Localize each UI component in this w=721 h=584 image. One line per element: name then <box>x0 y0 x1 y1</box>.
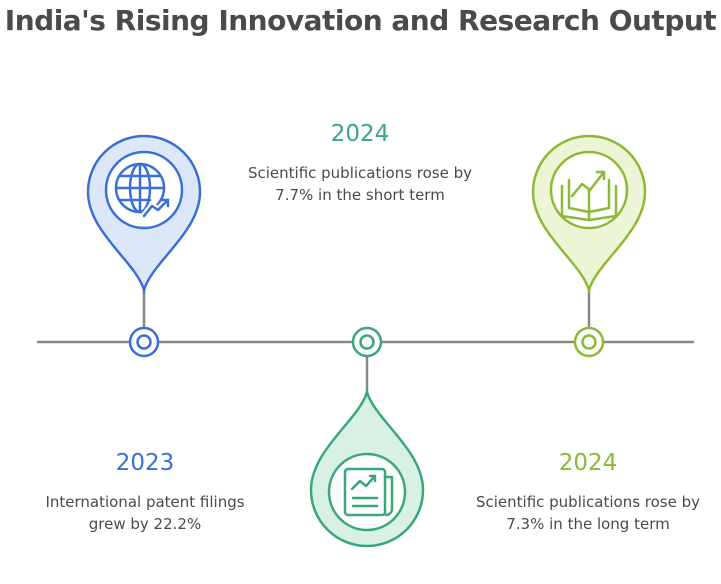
map-pin-2 <box>309 387 425 548</box>
event-year: 2024 <box>558 450 618 476</box>
timeline-marker-2 <box>351 326 383 358</box>
globe-growth-icon <box>114 162 172 220</box>
map-pin-1 <box>86 134 202 295</box>
page-title: India's Rising Innovation and Research O… <box>4 4 717 37</box>
event-2024-long-term: 2024 Scientific publications rose by 7.3… <box>468 449 708 535</box>
document-chart-icon <box>343 467 394 517</box>
event-2024-short-term: 2024 Scientific publications rose by 7.7… <box>230 120 490 206</box>
event-year: 2024 <box>330 121 390 147</box>
event-2023-patents: 2023 International patent filings grew b… <box>40 449 250 535</box>
timeline-marker-1 <box>128 326 160 358</box>
event-description: Scientific publications rose by 7.7% in … <box>247 164 473 204</box>
timeline-marker-3 <box>573 326 605 358</box>
event-year: 2023 <box>115 450 175 476</box>
map-pin-3 <box>531 134 647 295</box>
event-description: Scientific publications rose by 7.3% in … <box>475 493 701 533</box>
event-description: International patent filings grew by 22.… <box>45 493 245 533</box>
book-growth-icon <box>560 170 618 222</box>
